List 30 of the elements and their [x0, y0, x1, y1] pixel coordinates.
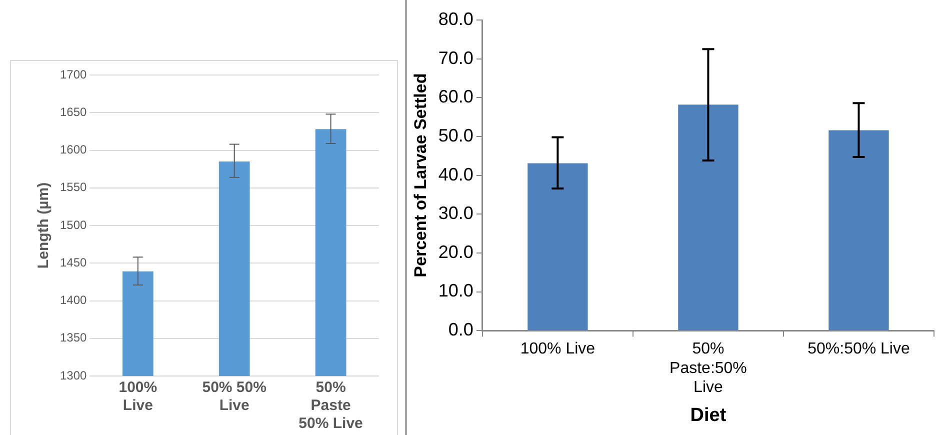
y-tick-label: 20.0	[438, 242, 474, 262]
y-tick-label: 1400	[60, 293, 88, 308]
bar	[828, 130, 889, 330]
x-tick-label: 50%:50% Live	[808, 340, 910, 358]
y-tick-label: 10.0	[438, 280, 474, 301]
y-tick-label: 1500	[60, 218, 88, 232]
x-axis-title: Diet	[690, 404, 727, 426]
y-tick-label: 70.0	[438, 48, 474, 68]
x-tick-label: 100% Live	[520, 340, 596, 358]
x-tick-label: 50% Paste 50% Live	[298, 379, 363, 432]
y-tick-label: 1300	[60, 368, 88, 382]
y-tick-label: 1700	[60, 67, 88, 82]
bar	[528, 163, 588, 330]
y-axis-title: Percent of Larvae Settled	[410, 73, 430, 278]
y-tick-label: 50.0	[438, 125, 474, 146]
y-tick-label: 1450	[60, 255, 88, 270]
y-tick-label: 30.0	[438, 203, 474, 224]
y-tick-label: 1650	[60, 104, 88, 119]
y-tick-label: 1550	[60, 180, 88, 194]
x-tick-label: 100% Live	[118, 379, 158, 414]
y-tick-label: 60.0	[438, 86, 474, 107]
x-tick-label: 50% 50% Live	[202, 379, 266, 414]
y-tick-label: 0.0	[448, 320, 474, 340]
y-tick-label: 80.0	[438, 8, 474, 29]
y-axis-title: Length (µm)	[35, 182, 52, 269]
y-tick-label: 1600	[60, 142, 88, 157]
bar	[678, 104, 738, 330]
y-tick-label: 40.0	[438, 164, 474, 184]
x-tick-label: 50% Paste:50% Live	[670, 340, 747, 396]
y-tick-label: 1350	[60, 330, 88, 345]
